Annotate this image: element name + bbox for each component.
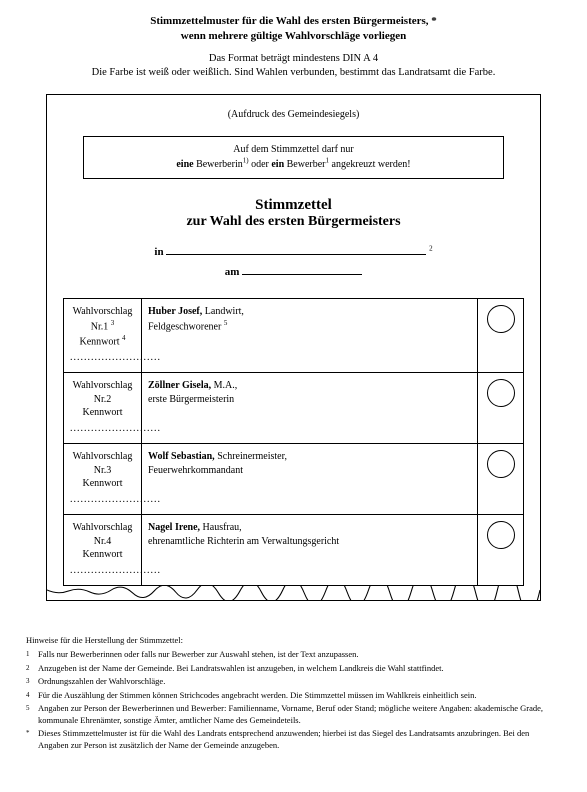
footnote-row: 5Angaben zur Person der Bewerberinnen un…	[26, 703, 561, 726]
footnote-number: *	[26, 728, 38, 751]
vote-circle[interactable]	[487, 521, 515, 549]
vote-circle[interactable]	[487, 379, 515, 407]
am-blank-line	[242, 264, 362, 275]
candidate-table: WahlvorschlagNr.1 3Kennwort 4...........…	[63, 298, 524, 586]
vote-circle-cell	[478, 515, 524, 586]
vote-circle-cell	[478, 444, 524, 515]
footnote-text: Falls nur Bewerberinnen oder falls nur B…	[38, 649, 561, 660]
footnote-number: 4	[26, 690, 38, 701]
footnote-text: Für die Auszählung der Stimmen können St…	[38, 690, 561, 701]
color-note: Die Farbe ist weiß oder weißlich. Sind W…	[92, 67, 496, 78]
footnotes-block: Hinweise für die Herstellung der Stimmze…	[26, 635, 561, 751]
proposal-cell: WahlvorschlagNr.3Kennwort...............…	[64, 444, 142, 515]
page: Stimmzettelmuster für die Wahl des erste…	[0, 0, 587, 771]
table-row: WahlvorschlagNr.4Kennwort...............…	[64, 515, 524, 586]
main-title: Stimmzettelmuster für die Wahl des erste…	[22, 14, 565, 44]
candidate-cell: Huber Josef, Landwirt,Feldgeschworener 5	[142, 299, 478, 373]
footnote-number: 5	[26, 703, 38, 726]
title-line-1: Stimmzettelmuster für die Wahl des erste…	[150, 15, 437, 27]
vote-circle-cell	[478, 373, 524, 444]
instruction-box: Auf dem Stimmzettel darf nur eine Bewerb…	[83, 136, 504, 179]
footnote-row: 2Anzugeben ist der Name der Gemeinde. Be…	[26, 663, 561, 674]
footnote-text: Anzugeben ist der Name der Gemeinde. Bei…	[38, 663, 561, 674]
seal-placeholder: (Aufdruck des Gemeindesiegels)	[63, 109, 524, 120]
footnote-number: 1	[26, 649, 38, 660]
format-note-block: Das Format beträgt mindestens DIN A 4 Di…	[22, 52, 565, 80]
proposal-cell: WahlvorschlagNr.4Kennwort...............…	[64, 515, 142, 586]
ballot-heading-1: Stimmzettel	[63, 197, 524, 214]
am-row: am	[63, 264, 524, 278]
proposal-cell: WahlvorschlagNr.1 3Kennwort 4...........…	[64, 299, 142, 373]
table-row: WahlvorschlagNr.1 3Kennwort 4...........…	[64, 299, 524, 373]
footnote-text: Ordnungszahlen der Wahlvorschläge.	[38, 676, 561, 687]
footnote-text: Angaben zur Person der Bewerberinnen und…	[38, 703, 561, 726]
in-blank-line	[166, 244, 426, 255]
vote-circle[interactable]	[487, 450, 515, 478]
format-note: Das Format beträgt mindestens DIN A 4	[209, 53, 378, 64]
instruction-line-2: eine Bewerberin1) oder ein Bewerber1 ang…	[176, 159, 410, 170]
footnote-row: 4Für die Auszählung der Stimmen können S…	[26, 690, 561, 701]
ballot-heading-2: zur Wahl des ersten Bürgermeisters	[63, 214, 524, 230]
table-row: WahlvorschlagNr.2Kennwort...............…	[64, 373, 524, 444]
footnote-text: Dieses Stimmzettelmuster ist für die Wah…	[38, 728, 561, 751]
vote-circle[interactable]	[487, 305, 515, 333]
candidate-cell: Nagel Irene, Hausfrau,ehrenamtliche Rich…	[142, 515, 478, 586]
am-label: am	[225, 266, 240, 278]
instruction-line-1: Auf dem Stimmzettel darf nur	[233, 144, 354, 155]
in-sup: 2	[429, 245, 433, 253]
footnote-number: 2	[26, 663, 38, 674]
footnote-row: *Dieses Stimmzettelmuster ist für die Wa…	[26, 728, 561, 751]
vote-circle-cell	[478, 299, 524, 373]
footnotes-title: Hinweise für die Herstellung der Stimmze…	[26, 635, 561, 646]
candidate-cell: Wolf Sebastian, Schreinermeister,Feuerwe…	[142, 444, 478, 515]
ballot-heading: Stimmzettel zur Wahl des ersten Bürgerme…	[63, 197, 524, 230]
candidate-cell: Zöllner Gisela, M.A.,erste Bürgermeister…	[142, 373, 478, 444]
proposal-cell: WahlvorschlagNr.2Kennwort...............…	[64, 373, 142, 444]
ballot-frame: (Aufdruck des Gemeindesiegels) Auf dem S…	[46, 94, 541, 601]
in-label: in	[154, 246, 163, 258]
title-line-2: wenn mehrere gültige Wahlvorschläge vorl…	[181, 30, 406, 42]
footnote-row: 3Ordnungszahlen der Wahlvorschläge.	[26, 676, 561, 687]
torn-edge	[47, 586, 540, 600]
table-row: WahlvorschlagNr.3Kennwort...............…	[64, 444, 524, 515]
footnote-number: 3	[26, 676, 38, 687]
footnote-row: 1Falls nur Bewerberinnen oder falls nur …	[26, 649, 561, 660]
in-row: in 2	[63, 244, 524, 258]
